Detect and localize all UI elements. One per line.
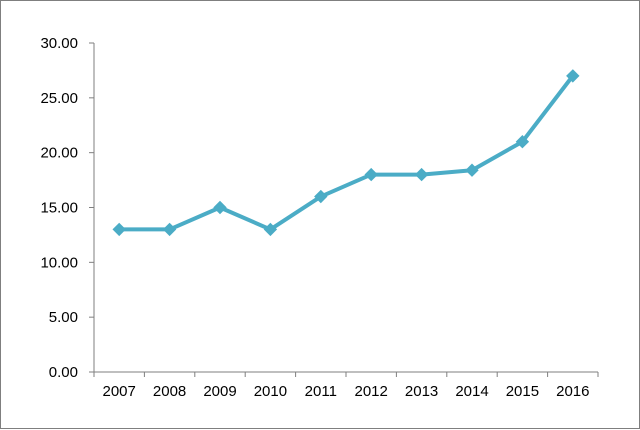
- x-tick-label: 2014: [455, 383, 488, 400]
- x-tick-label: 2007: [103, 383, 136, 400]
- data-point-marker: [515, 134, 530, 149]
- data-point-marker: [314, 189, 328, 204]
- x-tick-label: 2011: [305, 383, 337, 400]
- data-point-marker: [213, 200, 227, 215]
- x-tick-label: 2008: [153, 383, 186, 400]
- data-point-marker: [465, 163, 479, 177]
- data-point-marker: [566, 69, 580, 83]
- x-tick-label: 2013: [405, 383, 438, 400]
- y-tick-label: 25.00: [40, 90, 78, 107]
- x-axis: 2007 2008 2009 2010 2011 2012 2013 2014 2015 2016: [93, 371, 599, 400]
- data-point-marker: [112, 222, 126, 237]
- y-tick-label: 10.00: [40, 254, 78, 271]
- y-tick-label: 5.00: [49, 309, 78, 326]
- x-tick-label: 2016: [556, 383, 589, 400]
- series-group: [112, 69, 580, 237]
- data-point-marker: [414, 167, 429, 182]
- series-line: [119, 74, 575, 232]
- x-tick-label: 2010: [254, 383, 287, 400]
- x-tick-label: 2012: [355, 383, 388, 400]
- y-tick-label: 20.00: [40, 145, 78, 162]
- y-tick-label: 0.00: [49, 364, 78, 381]
- x-tick-label: 2015: [506, 383, 539, 400]
- y-axis: 0.00 5.00 10.00 15.00 20.00 25.00 30.00: [40, 35, 95, 381]
- y-tick-label: 30.00: [40, 35, 78, 52]
- data-point-marker: [364, 167, 378, 182]
- data-point-marker: [263, 222, 278, 237]
- x-tick-label: 2009: [203, 383, 236, 400]
- y-tick-label: 15.00: [40, 200, 78, 217]
- data-point-marker: [162, 222, 177, 237]
